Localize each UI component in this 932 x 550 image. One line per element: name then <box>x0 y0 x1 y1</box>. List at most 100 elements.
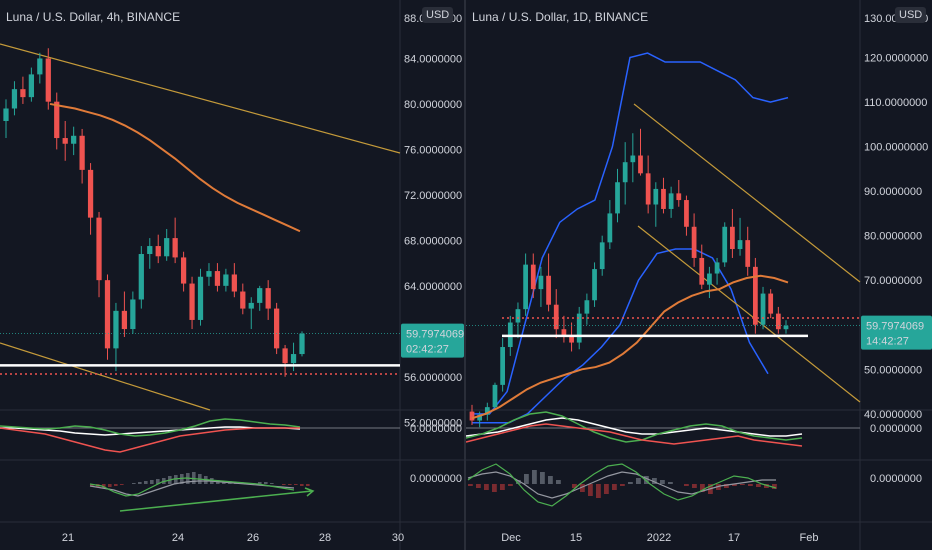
candle-body <box>11 89 18 109</box>
price-axis-tick: 120.0000000 <box>864 53 928 65</box>
candle-body <box>760 293 766 325</box>
histogram-bar <box>748 484 753 486</box>
histogram-bar <box>684 484 689 486</box>
osc-slow-line <box>466 423 803 447</box>
osc2-axis-tick: 0.0000000 <box>870 473 922 485</box>
price-axis-tick: 52.0000000 <box>404 417 462 429</box>
candle-body <box>37 58 43 75</box>
candle-body <box>523 264 528 310</box>
price-axis-tick: 80.0000000 <box>864 231 922 243</box>
candle-body <box>223 274 229 286</box>
pane-divider[interactable] <box>464 0 466 550</box>
candle-body <box>592 269 597 301</box>
candle-countdown: 02:42:27 <box>406 344 449 356</box>
histogram-bar <box>644 476 649 484</box>
candle-body <box>172 238 178 258</box>
histogram-bar <box>156 479 160 484</box>
histogram-bar <box>476 484 481 488</box>
histogram-bar <box>150 480 154 484</box>
currency-badge[interactable]: USD <box>422 7 454 23</box>
candle-body <box>214 271 221 286</box>
histogram-bar <box>508 484 513 486</box>
histogram-bar <box>732 484 737 486</box>
candle-body <box>668 193 674 209</box>
price-axis-tick: 68.0000000 <box>404 235 462 247</box>
histogram-bar <box>724 484 729 488</box>
candle-body <box>113 310 119 349</box>
candle-body <box>164 238 170 257</box>
candle-body <box>138 254 144 300</box>
histogram-bar <box>668 482 673 484</box>
bollinger-upper-band <box>472 52 789 415</box>
osc2-signal-line <box>89 480 295 497</box>
candle-body <box>599 242 605 270</box>
histogram-bar <box>102 484 106 488</box>
candle-body <box>197 276 204 320</box>
candle-body <box>538 275 544 290</box>
candle-body <box>730 226 735 250</box>
chart-title: Luna / U.S. Dollar, 1D, BINANCE <box>472 10 649 24</box>
price-axis-tick: 90.0000000 <box>864 186 922 198</box>
chart-canvas-1d[interactable]: 130.0000000120.0000000110.0000000100.000… <box>466 0 932 550</box>
candle-body <box>584 300 590 314</box>
candle-body <box>707 273 712 285</box>
histogram-bar <box>612 484 617 490</box>
moving-average-line <box>49 102 301 233</box>
histogram-bar <box>264 482 268 484</box>
time-axis-tick: 28 <box>319 532 331 544</box>
time-axis-tick: 21 <box>62 532 74 544</box>
candle-body <box>691 226 697 258</box>
candle-body <box>3 108 9 121</box>
moving-average-line <box>471 274 789 420</box>
chart-pane-4h[interactable]: 88.000000084.000000080.000000076.0000000… <box>0 0 464 550</box>
candle-body <box>206 271 212 277</box>
chart-title: Luna / U.S. Dollar, 4h, BINANCE <box>6 10 181 24</box>
histogram-bar <box>90 484 94 486</box>
candle-body <box>768 293 774 314</box>
currency-badge[interactable]: USD <box>895 7 927 23</box>
histogram-bar <box>294 484 298 485</box>
histogram-bar <box>180 474 184 484</box>
lower-trend-line <box>0 342 211 411</box>
candle-body <box>622 162 628 183</box>
histogram-bar <box>108 484 112 487</box>
time-axis-tick: 26 <box>247 532 259 544</box>
candle-body <box>653 188 659 205</box>
price-tag-box <box>401 323 464 358</box>
candle-body <box>553 304 559 330</box>
osc2-fast-line <box>89 477 295 497</box>
candle-body <box>130 299 136 330</box>
histogram-bar <box>174 475 178 484</box>
candle-body <box>104 280 111 349</box>
candle-body <box>477 414 483 421</box>
candle-body <box>155 246 161 257</box>
descending-trend-line <box>0 43 401 154</box>
candle-body <box>484 407 490 415</box>
candle-body <box>737 240 743 250</box>
candle-body <box>661 188 666 209</box>
time-axis-tick: Feb <box>800 532 819 544</box>
candle-body <box>189 283 195 320</box>
chart-canvas-4h[interactable]: 88.000000084.000000080.000000076.0000000… <box>0 0 464 550</box>
candle-body <box>180 257 187 284</box>
chart-pane-1d[interactable]: 130.0000000120.0000000110.0000000100.000… <box>466 0 932 550</box>
time-axis-tick: 17 <box>728 532 740 544</box>
candle-body <box>783 325 789 330</box>
time-axis-tick: 30 <box>392 532 404 544</box>
histogram-bar <box>596 484 601 498</box>
histogram-bar <box>300 484 304 486</box>
candle-body <box>62 138 68 144</box>
candle-body <box>576 313 582 343</box>
candle-body <box>45 58 51 102</box>
histogram-bar <box>524 474 529 484</box>
candle-body <box>71 135 77 144</box>
candle-body <box>20 89 26 98</box>
candle-body <box>500 347 506 385</box>
candle-body <box>87 169 94 218</box>
candle-body <box>752 266 758 325</box>
histogram-bar <box>660 480 665 484</box>
time-axis-tick: 24 <box>172 532 184 544</box>
price-axis-tick: 110.0000000 <box>864 97 927 109</box>
candle-body <box>147 246 153 255</box>
osc2-signal-line <box>467 471 776 499</box>
